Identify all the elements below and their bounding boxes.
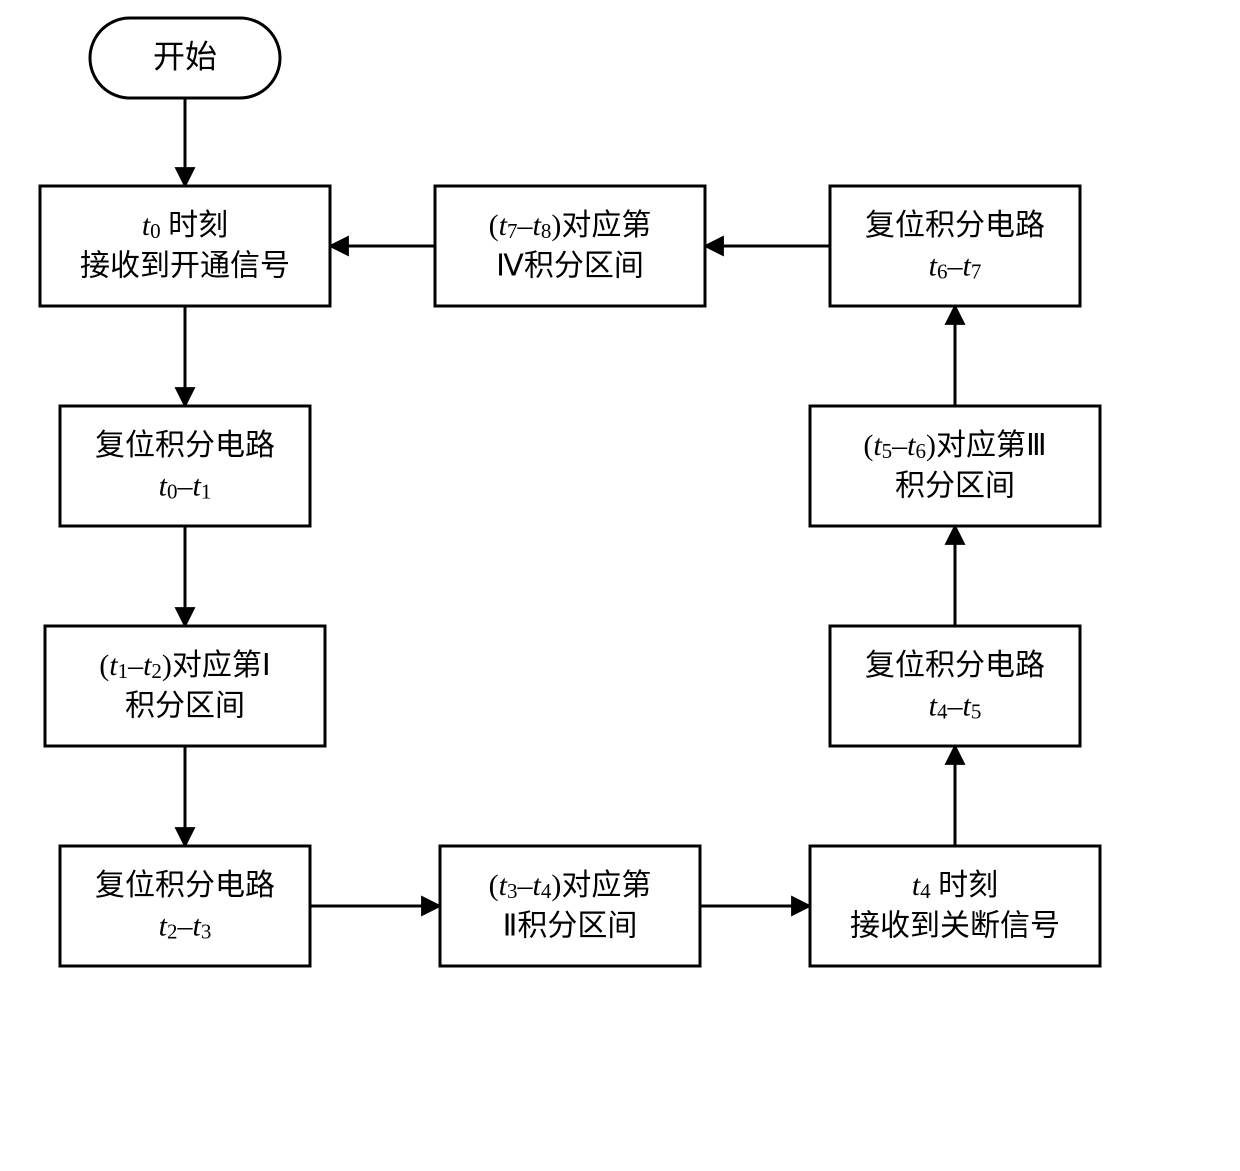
- box-b_r67: [830, 186, 1080, 306]
- box-b_i3-line-1: 积分区间: [895, 469, 1015, 502]
- box-b_i4: [435, 186, 705, 306]
- box-b_t0: [40, 186, 330, 306]
- box-b_i4-line-1: Ⅳ积分区间: [496, 249, 644, 282]
- box-b_r01: [60, 406, 310, 526]
- box-b_r23: [60, 846, 310, 966]
- box-b_i2: [440, 846, 700, 966]
- box-b_i1: [45, 626, 325, 746]
- box-b_t4-line-1: 接收到关断信号: [850, 909, 1060, 942]
- box-b_r45: [830, 626, 1080, 746]
- box-b_t4: [810, 846, 1100, 966]
- box-b_r23-line-0: 复位积分电路: [95, 869, 275, 902]
- box-b_i3: [810, 406, 1100, 526]
- box-b_t0-line-1: 接收到开通信号: [80, 249, 290, 282]
- box-b_r45-line-0: 复位积分电路: [865, 649, 1045, 682]
- box-b_i2-line-1: Ⅱ积分区间: [503, 909, 638, 942]
- box-b_r67-line-0: 复位积分电路: [865, 209, 1045, 242]
- box-b_i1-line-1: 积分区间: [125, 689, 245, 722]
- box-b_r01-line-0: 复位积分电路: [95, 429, 275, 462]
- terminator-start-label: 开始: [153, 38, 217, 74]
